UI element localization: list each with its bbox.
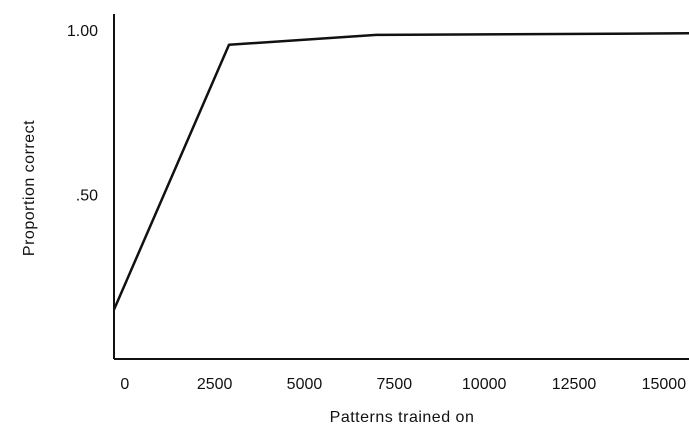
x-tick-labels: 0 2500 5000 7500 10000 12500 15000 bbox=[120, 376, 686, 393]
x-tick-label: 7500 bbox=[377, 376, 413, 393]
x-tick-label: 2500 bbox=[197, 376, 233, 393]
x-tick-label: 0 bbox=[120, 376, 129, 393]
y-tick-labels: .50 1.00 bbox=[67, 23, 98, 205]
y-axis-title: Proportion correct bbox=[21, 120, 38, 256]
x-axis-title: Patterns trained on bbox=[330, 409, 475, 426]
x-tick-label: 10000 bbox=[462, 376, 507, 393]
y-tick-label: .50 bbox=[76, 188, 98, 205]
x-tick-label: 15000 bbox=[642, 376, 687, 393]
axes bbox=[113, 14, 689, 360]
series-line bbox=[112, 32, 689, 311]
series-group bbox=[112, 32, 689, 311]
x-tick-label: 12500 bbox=[552, 376, 597, 393]
x-tick-label: 5000 bbox=[287, 376, 323, 393]
y-tick-label: 1.00 bbox=[67, 23, 98, 40]
